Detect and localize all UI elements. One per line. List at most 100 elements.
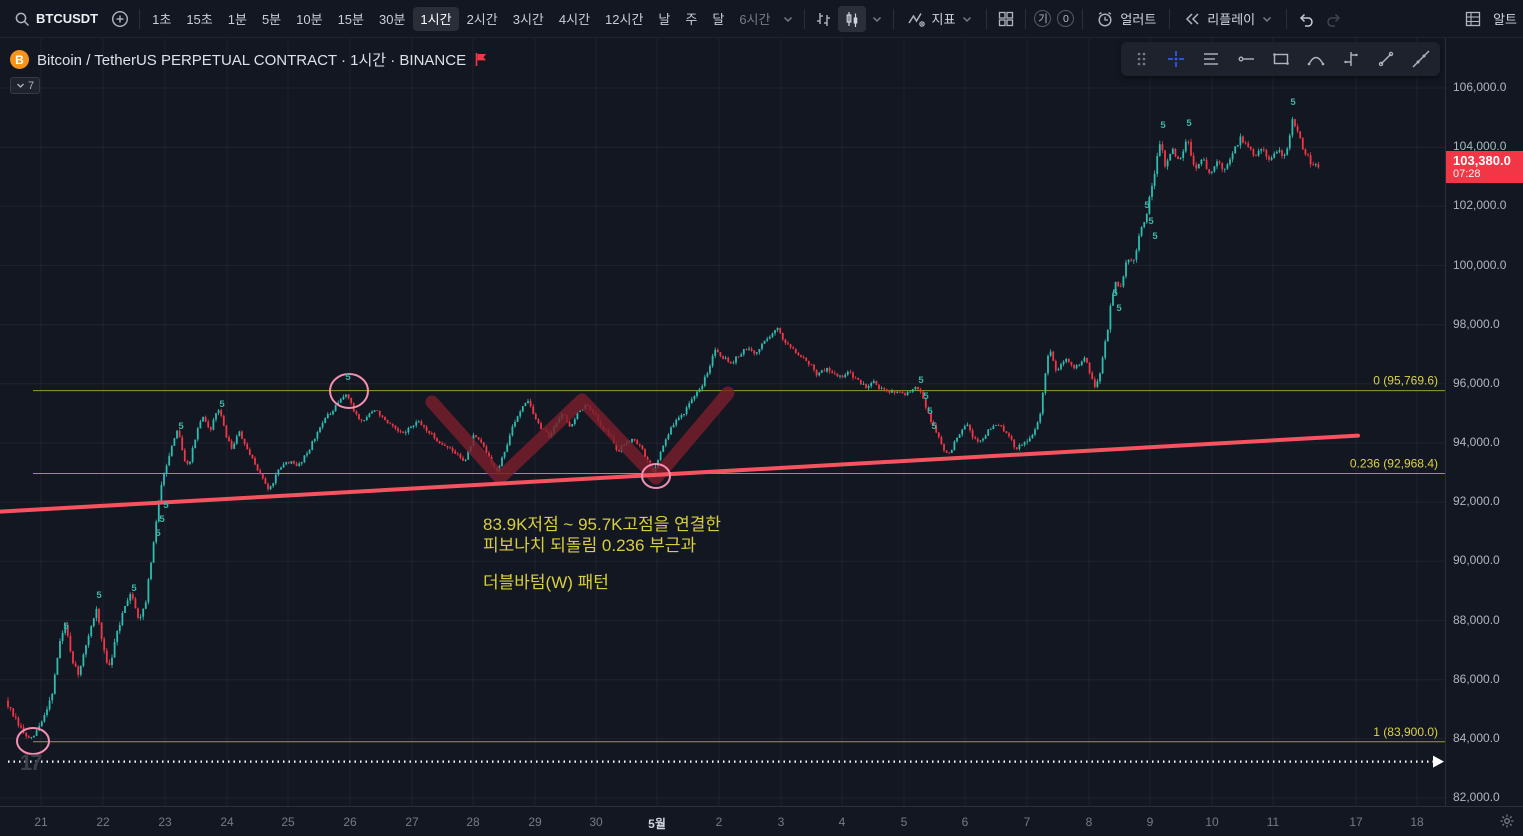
svg-text:5: 5: [163, 500, 169, 511]
svg-text:5: 5: [1290, 97, 1296, 108]
rectangle-icon[interactable]: [1263, 44, 1298, 74]
ki-badge-button[interactable]: 기: [1034, 10, 1052, 27]
horizontal-ray-icon[interactable]: [1228, 44, 1263, 74]
price-tick-label: 100,000.0: [1453, 257, 1507, 272]
interval-dropdown-button[interactable]: [777, 6, 799, 32]
circle-annotations[interactable]: [16, 373, 671, 755]
gear-icon[interactable]: [1499, 813, 1515, 834]
price-tick-label: 92,000.0: [1453, 494, 1500, 509]
interval-button[interactable]: 1시간: [413, 6, 459, 31]
arc-icon[interactable]: [1298, 44, 1333, 74]
current-price-value: 103,380.0: [1453, 152, 1511, 168]
pattern-icon[interactable]: [1333, 44, 1368, 74]
extended-line-icon[interactable]: [1403, 44, 1438, 74]
w-pattern-drawing[interactable]: [425, 386, 735, 485]
chevron-down-icon: [871, 13, 883, 25]
svg-text:5: 5: [927, 406, 933, 417]
symbol-name: BTCUSDT: [36, 11, 99, 26]
replay-button[interactable]: 리플레이: [1175, 6, 1281, 32]
interval-button[interactable]: 10분: [289, 7, 329, 31]
interval-button[interactable]: 날: [651, 7, 677, 31]
chart-annotation-text[interactable]: 더블바텀(W) 패턴: [483, 573, 609, 592]
redo-button[interactable]: [1320, 6, 1348, 32]
candle-style-button[interactable]: [838, 5, 867, 32]
legend-collapse-button[interactable]: 7: [10, 77, 41, 94]
interval-button[interactable]: 15초: [179, 7, 219, 31]
compare-add-button[interactable]: [106, 6, 134, 32]
interval-button[interactable]: 달: [705, 7, 731, 31]
crosshair-icon[interactable]: [1158, 44, 1193, 74]
bar-style-button[interactable]: [810, 6, 838, 32]
interval-button[interactable]: 1분: [221, 7, 254, 31]
trendline-drawing[interactable]: [0, 433, 1360, 514]
horizontal-lines-icon[interactable]: [1193, 44, 1228, 74]
time-tick-label: 6: [961, 815, 969, 829]
time-tick-label: 2: [715, 815, 723, 829]
bar-countdown: 07:28: [1453, 167, 1481, 180]
chevron-down-icon: [16, 81, 25, 90]
time-tick-label: 30: [589, 815, 603, 829]
svg-text:5: 5: [1148, 216, 1154, 227]
interval-button[interactable]: 3시간: [506, 7, 551, 31]
time-tick-label: 29: [528, 815, 542, 829]
price-tick-label: 98,000.0: [1453, 316, 1500, 331]
candles-layer: [7, 116, 1320, 740]
svg-text:5: 5: [131, 583, 137, 594]
candles-icon: [843, 10, 861, 28]
watchlist-grid-button[interactable]: [1459, 6, 1487, 32]
symbol-title[interactable]: Bitcoin / TetherUS PERPETUAL CONTRACT · …: [37, 52, 467, 69]
interval-button[interactable]: 15분: [331, 7, 371, 31]
ki-count-label: 0: [1062, 12, 1069, 25]
toolbar-divider: [804, 8, 806, 29]
svg-text:5: 5: [1160, 120, 1166, 131]
price-tick-label: 106,000.0: [1453, 80, 1507, 94]
time-axis[interactable]: 21 22 23 24 25 26 27 28 29 30 5월 2 3 4 5 6 7 8 9 10 11 17 18: [0, 806, 1523, 836]
interval-button[interactable]: 2시간: [460, 7, 505, 31]
grid-layout-icon: [997, 10, 1015, 28]
svg-text:5: 5: [1144, 200, 1150, 211]
svg-text:5: 5: [178, 421, 184, 432]
tradingview-logo[interactable]: 17: [20, 750, 43, 775]
layout-grid-button[interactable]: [992, 6, 1020, 32]
price-axis[interactable]: 103,380.0 07:28 106,000.0 104,000.0 102,00…: [1445, 38, 1523, 806]
interval-button[interactable]: 주: [678, 7, 704, 31]
interval-button[interactable]: 12시간: [598, 7, 650, 31]
interval-button[interactable]: 5분: [255, 7, 288, 31]
time-tick-label: 9: [1146, 815, 1154, 829]
alert-button[interactable]: 얼러트: [1088, 6, 1164, 32]
chart-annotation-text[interactable]: 83.9K저점 ~ 95.7K고점을 연결한 피보나치 되돌림 0.236 부근과: [483, 515, 722, 555]
chevron-down-icon: [1261, 13, 1273, 25]
interval-button[interactable]: 30분: [372, 7, 412, 31]
dotted-ray-drawing[interactable]: [8, 755, 1444, 768]
flag-icon[interactable]: [474, 52, 488, 67]
interval-button[interactable]: 4시간: [552, 7, 597, 31]
svg-text:5: 5: [96, 590, 102, 601]
time-tick-label: 22: [96, 815, 110, 829]
time-tick-label: 11: [1266, 815, 1280, 829]
toolbar-divider: [1025, 8, 1027, 29]
svg-text:5: 5: [1152, 231, 1158, 242]
watchlist-label[interactable]: 알트: [1493, 12, 1517, 27]
svg-text:0 (95,769.6): 0 (95,769.6): [1373, 374, 1438, 388]
search-icon: [14, 11, 30, 27]
trendline-icon[interactable]: [1368, 44, 1403, 74]
symbol-search-button[interactable]: BTCUSDT: [6, 6, 106, 32]
ki-badge-label: 기: [1038, 13, 1048, 25]
undo-button[interactable]: [1292, 6, 1320, 32]
toolbar-divider: [139, 8, 141, 29]
ki-count-button[interactable]: 0: [1057, 10, 1075, 27]
interval-button[interactable]: 1초: [145, 7, 178, 31]
svg-text:5: 5: [1112, 288, 1118, 299]
drawing-toolbar: [1121, 42, 1440, 76]
price-tick-label: 82,000.0: [1453, 790, 1500, 804]
chart-area[interactable]: 0 (95,769.6) 0.236 (92,968.4) 1 (83,900.0)…: [0, 38, 1445, 806]
time-tick-label: 21: [34, 815, 48, 829]
candle-style-dropdown-button[interactable]: [866, 6, 888, 32]
chevron-down-icon: [961, 13, 973, 25]
drag-handle-icon[interactable]: [1123, 44, 1158, 74]
fib-retracement-drawing[interactable]: 0 (95,769.6) 0.236 (92,968.4) 1 (83,900.0): [33, 374, 1445, 743]
indicators-button[interactable]: 지표: [899, 6, 981, 32]
toolbar-divider: [1169, 8, 1171, 29]
interval-button[interactable]: 6시간: [732, 7, 777, 31]
